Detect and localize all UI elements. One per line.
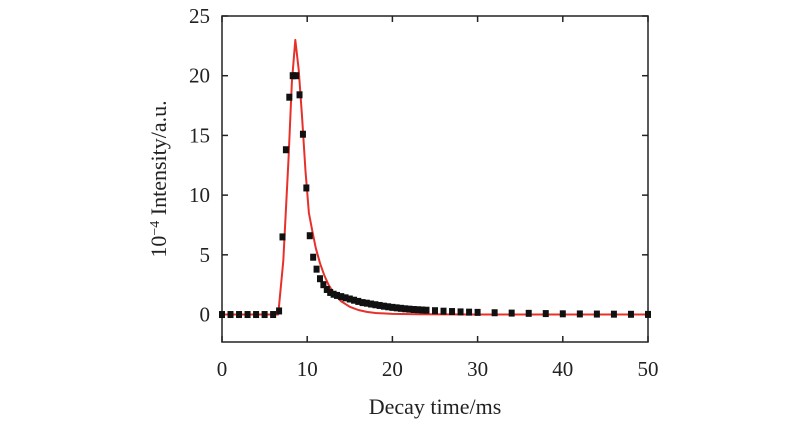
data-marker [423,306,430,314]
data-marker [289,72,296,80]
x-tick-label: 0 [217,357,228,381]
data-marker [244,311,251,319]
data-marker [466,308,473,316]
data-marker [576,310,583,318]
y-tick-label: 15 [189,123,210,147]
data-marker [380,302,387,310]
x-tick-label: 50 [638,357,659,381]
data-marker [303,184,310,192]
data-marker [327,288,334,296]
y-axis-title-exponent: −4 [148,221,163,236]
data-marker [330,290,337,298]
tick-labels: 0 10 20 30 40 50 0 5 10 15 20 25 [189,4,659,381]
data-marker [645,310,651,318]
y-tick-label: 20 [189,64,210,88]
y-axis-title-base: 10 [146,236,171,258]
data-marker [508,309,515,317]
data-marker [355,297,362,305]
data-marker [457,308,464,316]
y-tick-label: 25 [189,4,210,28]
data-marker [385,303,392,311]
data-marker [320,281,327,289]
data-marker [376,301,383,309]
x-tick-label: 30 [467,357,488,381]
data-marker [282,146,289,154]
data-marker [299,130,306,138]
data-marker [296,91,303,99]
data-marker [474,308,481,316]
data-markers-layer [219,72,651,319]
data-marker [402,305,409,313]
data-marker [559,310,566,318]
x-tick-label: 20 [382,357,403,381]
data-marker [419,306,426,314]
data-marker [542,310,549,318]
data-marker [491,309,498,317]
data-marker [432,307,438,315]
tick-marks [221,15,649,342]
plot-frame [221,15,649,343]
data-marker [276,307,283,315]
x-tick-label: 40 [552,357,573,381]
data-marker [310,253,317,261]
data-marker [363,299,370,307]
data-marker [351,296,358,304]
data-marker [316,275,323,283]
data-marker [236,311,243,319]
data-marker [293,72,300,80]
data-marker [346,295,353,303]
data-marker [406,305,413,313]
x-tick-label: 10 [297,357,318,381]
data-marker [372,301,379,309]
fit-curve-layer [222,38,648,316]
y-tick-label: 5 [200,243,211,267]
data-marker [219,311,225,319]
data-marker [393,304,400,312]
data-marker [525,309,532,317]
data-marker [338,293,345,301]
data-marker [410,306,417,314]
data-marker [313,265,320,273]
data-marker [253,311,260,319]
data-marker [610,310,617,318]
data-marker [359,299,366,307]
y-axis-title: 10−4 Intensity/a.u. [146,100,171,257]
data-marker [593,310,600,318]
data-marker [227,311,234,319]
y-tick-label: 10 [189,183,210,207]
data-marker [368,300,375,308]
fit-curve-line [222,38,648,316]
y-axis-title-rest: Intensity/a.u. [146,100,171,220]
data-marker [279,233,286,241]
data-marker [306,232,313,240]
data-marker [440,307,447,315]
data-marker [627,310,634,318]
data-marker [270,311,277,319]
data-marker [397,304,404,312]
x-axis-title: Decay time/ms [369,394,502,419]
y-tick-label: 0 [200,303,211,327]
data-marker [449,308,456,316]
data-marker [261,311,268,319]
data-marker [389,303,396,311]
data-marker [323,285,330,293]
data-marker [342,294,349,302]
data-marker [414,306,421,314]
data-marker [286,93,293,101]
data-marker [334,291,341,299]
